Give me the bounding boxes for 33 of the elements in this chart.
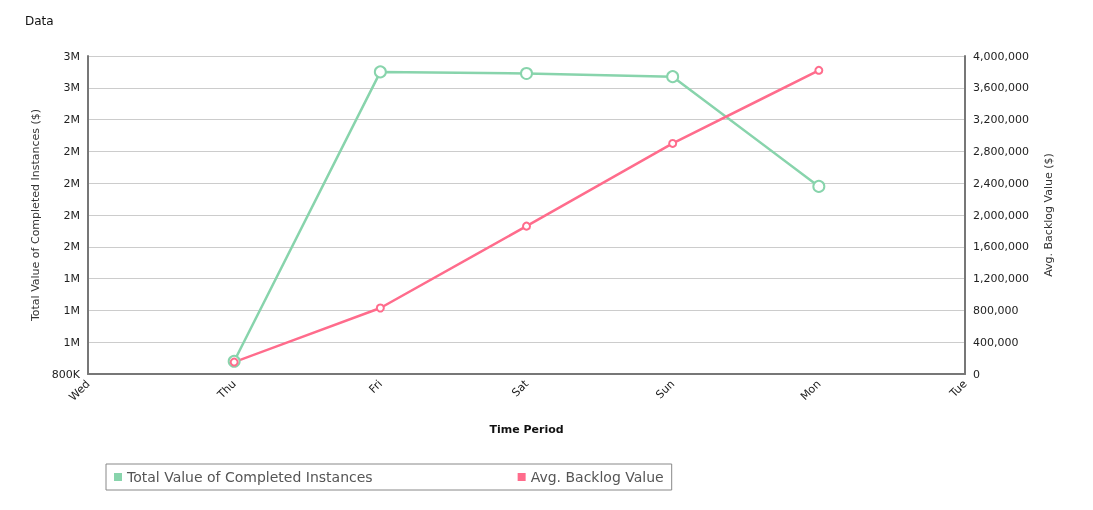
y-tick-label: 2M xyxy=(63,144,80,158)
x-tick-label: Sat xyxy=(509,376,532,400)
y2-tick-label: 4,000,000 xyxy=(973,49,1029,63)
y2-tick-label: 3,200,000 xyxy=(973,113,1029,127)
y-tick-label: 2M xyxy=(63,208,80,222)
y-tick-label: 1M xyxy=(63,335,80,349)
y-axis-title: Total Value of Completed Instances ($) xyxy=(28,108,42,323)
y-tick-label: 800K xyxy=(51,367,81,381)
y2-tick-label: 800,000 xyxy=(973,303,1019,317)
y2-axis-title: Avg. Backlog Value ($) xyxy=(1042,153,1055,277)
chart-title: Data xyxy=(25,14,54,28)
y2-tick-label: 1,200,000 xyxy=(973,272,1029,286)
legend-label: Avg. Backlog Value xyxy=(530,469,664,485)
y2-tick-label: 2,400,000 xyxy=(973,176,1029,190)
y2-tick-label: 0 xyxy=(973,367,980,381)
x-axis-title: Time Period xyxy=(489,423,564,436)
y2-tick-label: 1,600,000 xyxy=(973,240,1029,254)
y-tick-label: 2M xyxy=(63,176,80,190)
y-tick-label: 2M xyxy=(63,113,80,127)
y-tick-label: 1M xyxy=(63,303,80,317)
x-tick-label: Tue xyxy=(946,377,970,401)
legend-label: Total Value of Completed Instances xyxy=(126,469,373,485)
y2-tick-label: 400,000 xyxy=(973,335,1019,349)
y-tick-label: 2M xyxy=(63,240,80,254)
y-tick-label: 3M xyxy=(63,49,80,63)
y2-tick-label: 2,800,000 xyxy=(973,144,1029,158)
x-tick-label: Sun xyxy=(653,377,678,402)
y-tick-label: 1M xyxy=(63,272,80,286)
y-tick-label: 3M xyxy=(63,81,80,95)
x-tick-label: Fri xyxy=(366,377,385,396)
y2-tick-label: 3,600,000 xyxy=(973,81,1029,95)
x-tick-label: Thu xyxy=(214,377,239,402)
y2-tick-label: 2,000,000 xyxy=(973,208,1029,222)
